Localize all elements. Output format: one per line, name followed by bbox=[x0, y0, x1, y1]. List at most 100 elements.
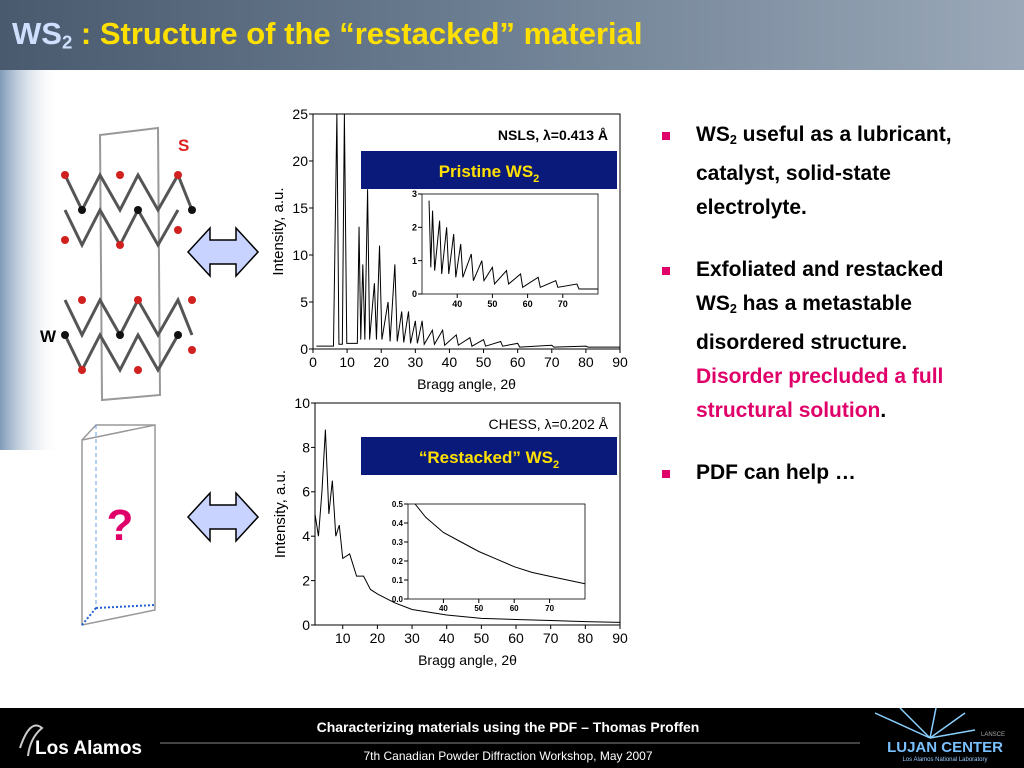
bullet-list: WS2 useful as a lubricant, catalyst, sol… bbox=[660, 118, 990, 518]
title-part: : Structure of the “restacked” material bbox=[72, 16, 643, 51]
banner-text: “Restacked” WS2 bbox=[419, 448, 559, 471]
footer-subtitle: 7th Canadian Powder Diffraction Workshop… bbox=[363, 749, 652, 763]
bullet: PDF can help … bbox=[660, 456, 990, 490]
y-tick-label: 25 bbox=[292, 106, 308, 122]
x-axis-label: Bragg angle, 2θ bbox=[417, 376, 516, 392]
x-tick-label: 70 bbox=[558, 299, 568, 309]
banner-part: “Restacked” WS bbox=[419, 448, 553, 467]
pattern-line bbox=[414, 503, 586, 585]
text: PDF can help … bbox=[696, 461, 856, 485]
y-tick-label: 0 bbox=[300, 341, 308, 357]
x-tick-label: 10 bbox=[335, 630, 351, 646]
y-tick-label: 10 bbox=[292, 247, 308, 263]
y-tick-label: 2 bbox=[412, 222, 417, 232]
inset-background bbox=[422, 194, 598, 294]
text: useful as a lubricant, catalyst, solid-s… bbox=[696, 123, 952, 220]
footer-title: Characterizing materials using the PDF –… bbox=[317, 719, 700, 735]
footer: Characterizing materials using the PDF –… bbox=[0, 687, 1024, 768]
y-tick-label: 10 bbox=[294, 395, 310, 411]
x-tick-label: 50 bbox=[487, 299, 497, 309]
right-logo-small: LANSCE bbox=[981, 732, 1005, 738]
x-tick-label: 60 bbox=[510, 604, 519, 613]
atom-label: W bbox=[40, 327, 57, 346]
x-tick-label: 70 bbox=[545, 604, 554, 613]
left-logo: Los Alamos bbox=[35, 738, 142, 759]
banner bbox=[361, 151, 617, 189]
x-tick-label: 40 bbox=[439, 604, 448, 613]
double-arrow bbox=[186, 226, 260, 278]
figure: S W ? bbox=[0, 70, 260, 626]
banner bbox=[361, 437, 617, 475]
subscript: 2 bbox=[729, 133, 737, 148]
pattern-line bbox=[316, 113, 620, 348]
y-tick-label: 0 bbox=[302, 617, 310, 633]
y-tick-label: 0.4 bbox=[392, 519, 404, 528]
banner-part: Pristine WS bbox=[439, 162, 533, 181]
y-tick-label: 8 bbox=[302, 439, 310, 455]
x-tick-label: 60 bbox=[508, 630, 524, 646]
title-subscript: 2 bbox=[61, 31, 73, 53]
y-tick-label: 0 bbox=[412, 289, 417, 299]
double-arrow bbox=[186, 491, 260, 543]
pattern-line bbox=[314, 429, 621, 623]
y-tick-label: 5 bbox=[300, 294, 308, 310]
x-tick-label: 50 bbox=[476, 354, 492, 370]
x-tick-label: 70 bbox=[543, 630, 559, 646]
y-tick-label: 0.2 bbox=[392, 557, 404, 566]
x-tick-label: 80 bbox=[578, 630, 594, 646]
right-logo-caption: Los Alamos National Laboratory bbox=[902, 757, 987, 763]
x-tick-label: 60 bbox=[510, 354, 526, 370]
y-tick-label: 0.3 bbox=[392, 538, 404, 547]
slide-title: WS2 : Structure of the “restacked” mater… bbox=[12, 16, 643, 54]
y-tick-label: 0.5 bbox=[392, 500, 404, 509]
x-tick-label: 30 bbox=[404, 630, 420, 646]
x-tick-label: 40 bbox=[439, 630, 455, 646]
logo-mark bbox=[19, 724, 44, 757]
text: . bbox=[880, 399, 887, 423]
y-tick-label: 0.1 bbox=[392, 576, 404, 585]
x-tick-label: 30 bbox=[408, 354, 424, 370]
plot-frame bbox=[312, 113, 621, 350]
x-tick-label: 50 bbox=[474, 604, 483, 613]
crystal-structure bbox=[61, 126, 196, 626]
text: WS bbox=[696, 123, 730, 146]
x-tick-label: 90 bbox=[612, 354, 628, 370]
x-tick-label: 40 bbox=[452, 299, 462, 309]
x-tick-label: 20 bbox=[370, 630, 386, 646]
x-tick-label: 50 bbox=[474, 630, 490, 646]
banner-subscript: 2 bbox=[553, 459, 559, 471]
y-tick-label: 20 bbox=[292, 153, 308, 169]
atom-label: S bbox=[178, 136, 189, 155]
y-axis-label: Intensity, a.u. bbox=[272, 470, 289, 558]
title-part: WS bbox=[12, 16, 62, 51]
text: has a metastable disordered structure. bbox=[696, 292, 912, 355]
y-axis-label: Intensity, a.u. bbox=[270, 187, 287, 275]
y-tick-label: 2 bbox=[302, 573, 310, 589]
y-tick-label: 1 bbox=[412, 256, 417, 266]
banner-text: Pristine WS2 bbox=[439, 162, 540, 185]
y-tick-label: 15 bbox=[292, 200, 308, 216]
right-logo: LUJAN CENTER bbox=[887, 739, 1003, 756]
x-tick-label: 0 bbox=[309, 354, 317, 370]
background-photo bbox=[0, 70, 60, 450]
x-tick-label: 10 bbox=[339, 354, 355, 370]
y-tick-label: 0.0 bbox=[392, 595, 404, 604]
pattern-line bbox=[428, 200, 598, 290]
x-tick-label: 40 bbox=[442, 354, 458, 370]
x-axis-label: Bragg angle, 2θ bbox=[418, 652, 517, 668]
x-tick-label: 90 bbox=[612, 630, 628, 646]
bullet: Exfoliated and restacked WS2 has a metas… bbox=[660, 253, 990, 428]
plot-frame bbox=[407, 503, 586, 600]
unknown-mark: ? bbox=[107, 501, 134, 550]
x-tick-label: 20 bbox=[373, 354, 389, 370]
x-tick-label: 60 bbox=[523, 299, 533, 309]
y-tick-label: 4 bbox=[302, 528, 310, 544]
y-tick-label: 3 bbox=[412, 189, 417, 199]
annotation: NSLS, λ=0.413 Å bbox=[498, 127, 608, 143]
subscript: 2 bbox=[729, 302, 737, 317]
x-tick-label: 80 bbox=[578, 354, 594, 370]
text: Exfoliated and restacked WS bbox=[696, 258, 944, 316]
title-bar: WS2 : Structure of the “restacked” mater… bbox=[0, 0, 1024, 70]
